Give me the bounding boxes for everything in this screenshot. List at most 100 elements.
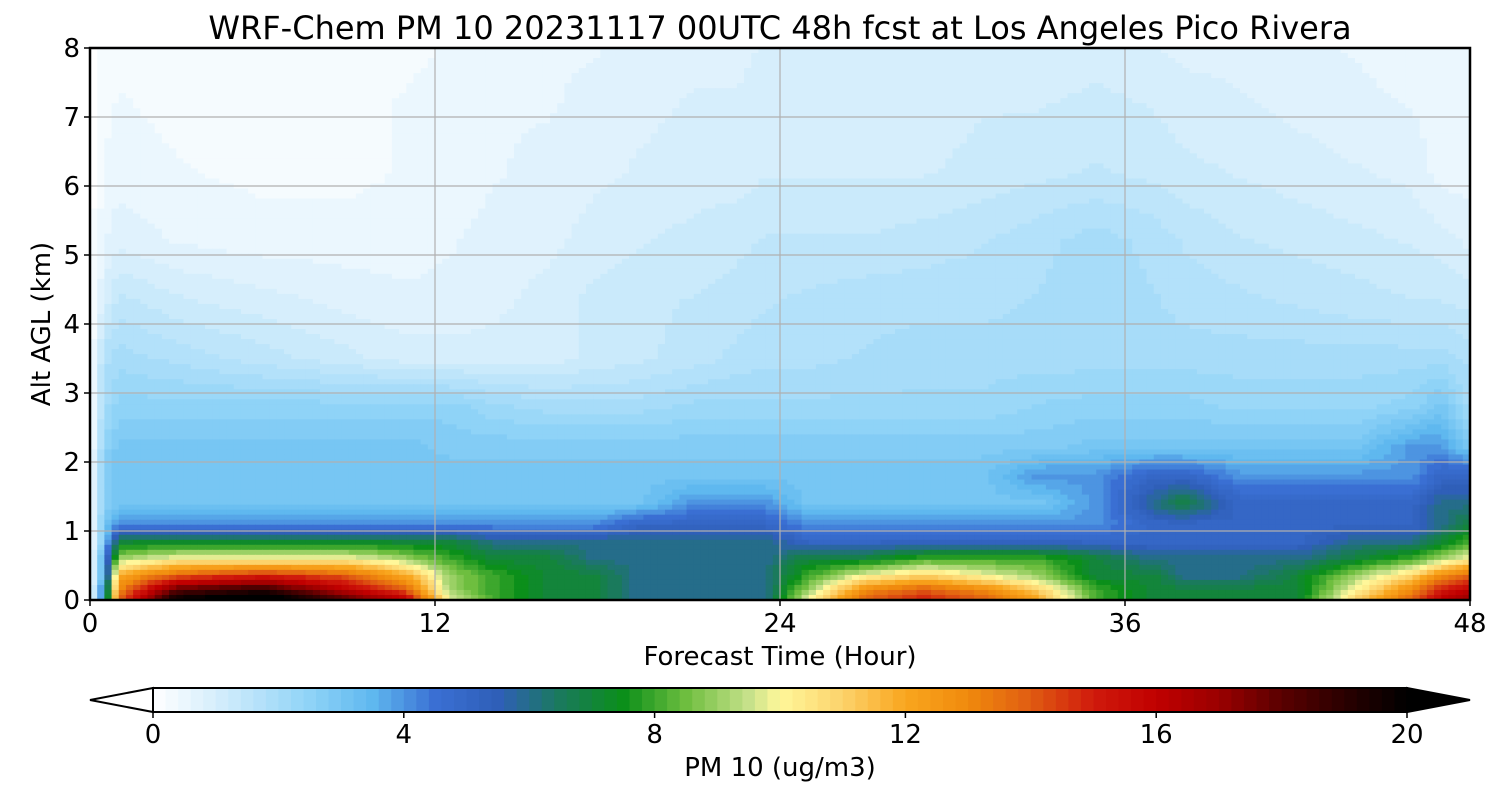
field-cell [133, 93, 141, 99]
field-cell [183, 108, 192, 114]
field-cell [205, 133, 213, 139]
field-cell [111, 78, 120, 84]
field-cell [205, 103, 213, 109]
field-cell [550, 108, 558, 114]
field-cell [334, 48, 343, 54]
field-cell [1067, 108, 1076, 114]
field-cell [363, 88, 371, 94]
field-cell [1326, 63, 1335, 69]
field-cell [1232, 128, 1241, 134]
field-cell [205, 93, 213, 99]
field-cell [90, 63, 98, 69]
field-cell [607, 113, 616, 119]
field-cell [226, 168, 235, 175]
field-cell [837, 103, 846, 109]
field-cell [341, 128, 350, 134]
field-cell [1146, 98, 1155, 104]
field-cell [291, 133, 300, 139]
field-cell [391, 113, 400, 119]
field-cell [772, 78, 781, 84]
field-cell [995, 128, 1004, 134]
field-cell [1362, 73, 1370, 79]
field-cell [176, 73, 185, 79]
field-cell [564, 83, 573, 89]
field-cell [499, 143, 508, 149]
field-cell [672, 88, 680, 94]
field-cell [1074, 53, 1083, 59]
field-cell [859, 118, 867, 124]
field-cell [629, 58, 637, 64]
field-cell [1139, 158, 1148, 165]
field-cell [765, 103, 774, 109]
field-cell [650, 93, 659, 99]
field-cell [952, 88, 961, 94]
field-cell [751, 123, 760, 129]
field-cell [557, 148, 565, 154]
field-cell [1398, 163, 1406, 170]
field-cell [708, 63, 716, 69]
field-cell [104, 83, 113, 89]
field-cell [305, 128, 314, 134]
field-cell [327, 68, 335, 74]
field-cell [672, 48, 680, 54]
field-cell [851, 123, 860, 129]
field-cell [643, 173, 652, 180]
field-cell [1362, 58, 1370, 64]
field-cell [1311, 78, 1320, 84]
field-cell [736, 98, 745, 104]
field-cell [787, 168, 795, 175]
field-cell [169, 103, 177, 109]
field-cell [111, 168, 120, 175]
field-cell [1096, 73, 1105, 79]
field-cell [1067, 158, 1076, 165]
field-cell [499, 173, 508, 180]
field-cell [1455, 143, 1464, 149]
field-cell [895, 113, 903, 119]
field-cell [1275, 143, 1284, 149]
field-cell [801, 63, 810, 69]
field-cell [1024, 173, 1033, 180]
field-cell [851, 133, 860, 139]
field-cell [1038, 168, 1047, 175]
field-cell [1383, 88, 1392, 94]
field-cell [413, 73, 422, 79]
field-cell [1462, 58, 1470, 64]
field-cell [1297, 133, 1306, 139]
field-cell [600, 173, 609, 180]
field-cell [1096, 143, 1105, 149]
field-cell [1182, 48, 1191, 54]
field-cell [1153, 143, 1162, 149]
field-cell [1196, 123, 1205, 129]
field-cell [449, 98, 458, 104]
field-cell [1132, 113, 1140, 119]
field-cell [578, 53, 587, 59]
field-cell [1153, 123, 1162, 129]
field-cell [815, 128, 824, 134]
field-cell [1347, 63, 1356, 69]
field-cell [966, 118, 975, 124]
field-cell [1060, 168, 1069, 175]
field-cell [449, 53, 458, 59]
field-cell [133, 83, 141, 89]
field-cell [873, 163, 882, 170]
field-cell [851, 148, 860, 154]
field-cell [729, 123, 738, 129]
field-cell [1383, 108, 1392, 114]
field-cell [1326, 133, 1335, 139]
field-cell [492, 78, 501, 84]
field-cell [593, 168, 601, 175]
field-cell [952, 143, 961, 149]
field-cell [765, 128, 774, 134]
field-cell [1247, 73, 1255, 79]
field-cell [161, 68, 170, 74]
field-cell [1060, 118, 1069, 124]
field-cell [902, 63, 910, 69]
field-cell [607, 98, 616, 104]
field-cell [1304, 158, 1313, 165]
field-cell [1218, 138, 1227, 144]
field-cell [248, 143, 256, 149]
field-cell [578, 138, 587, 144]
field-cell [226, 138, 235, 144]
field-cell [233, 158, 242, 165]
field-cell [514, 78, 522, 84]
